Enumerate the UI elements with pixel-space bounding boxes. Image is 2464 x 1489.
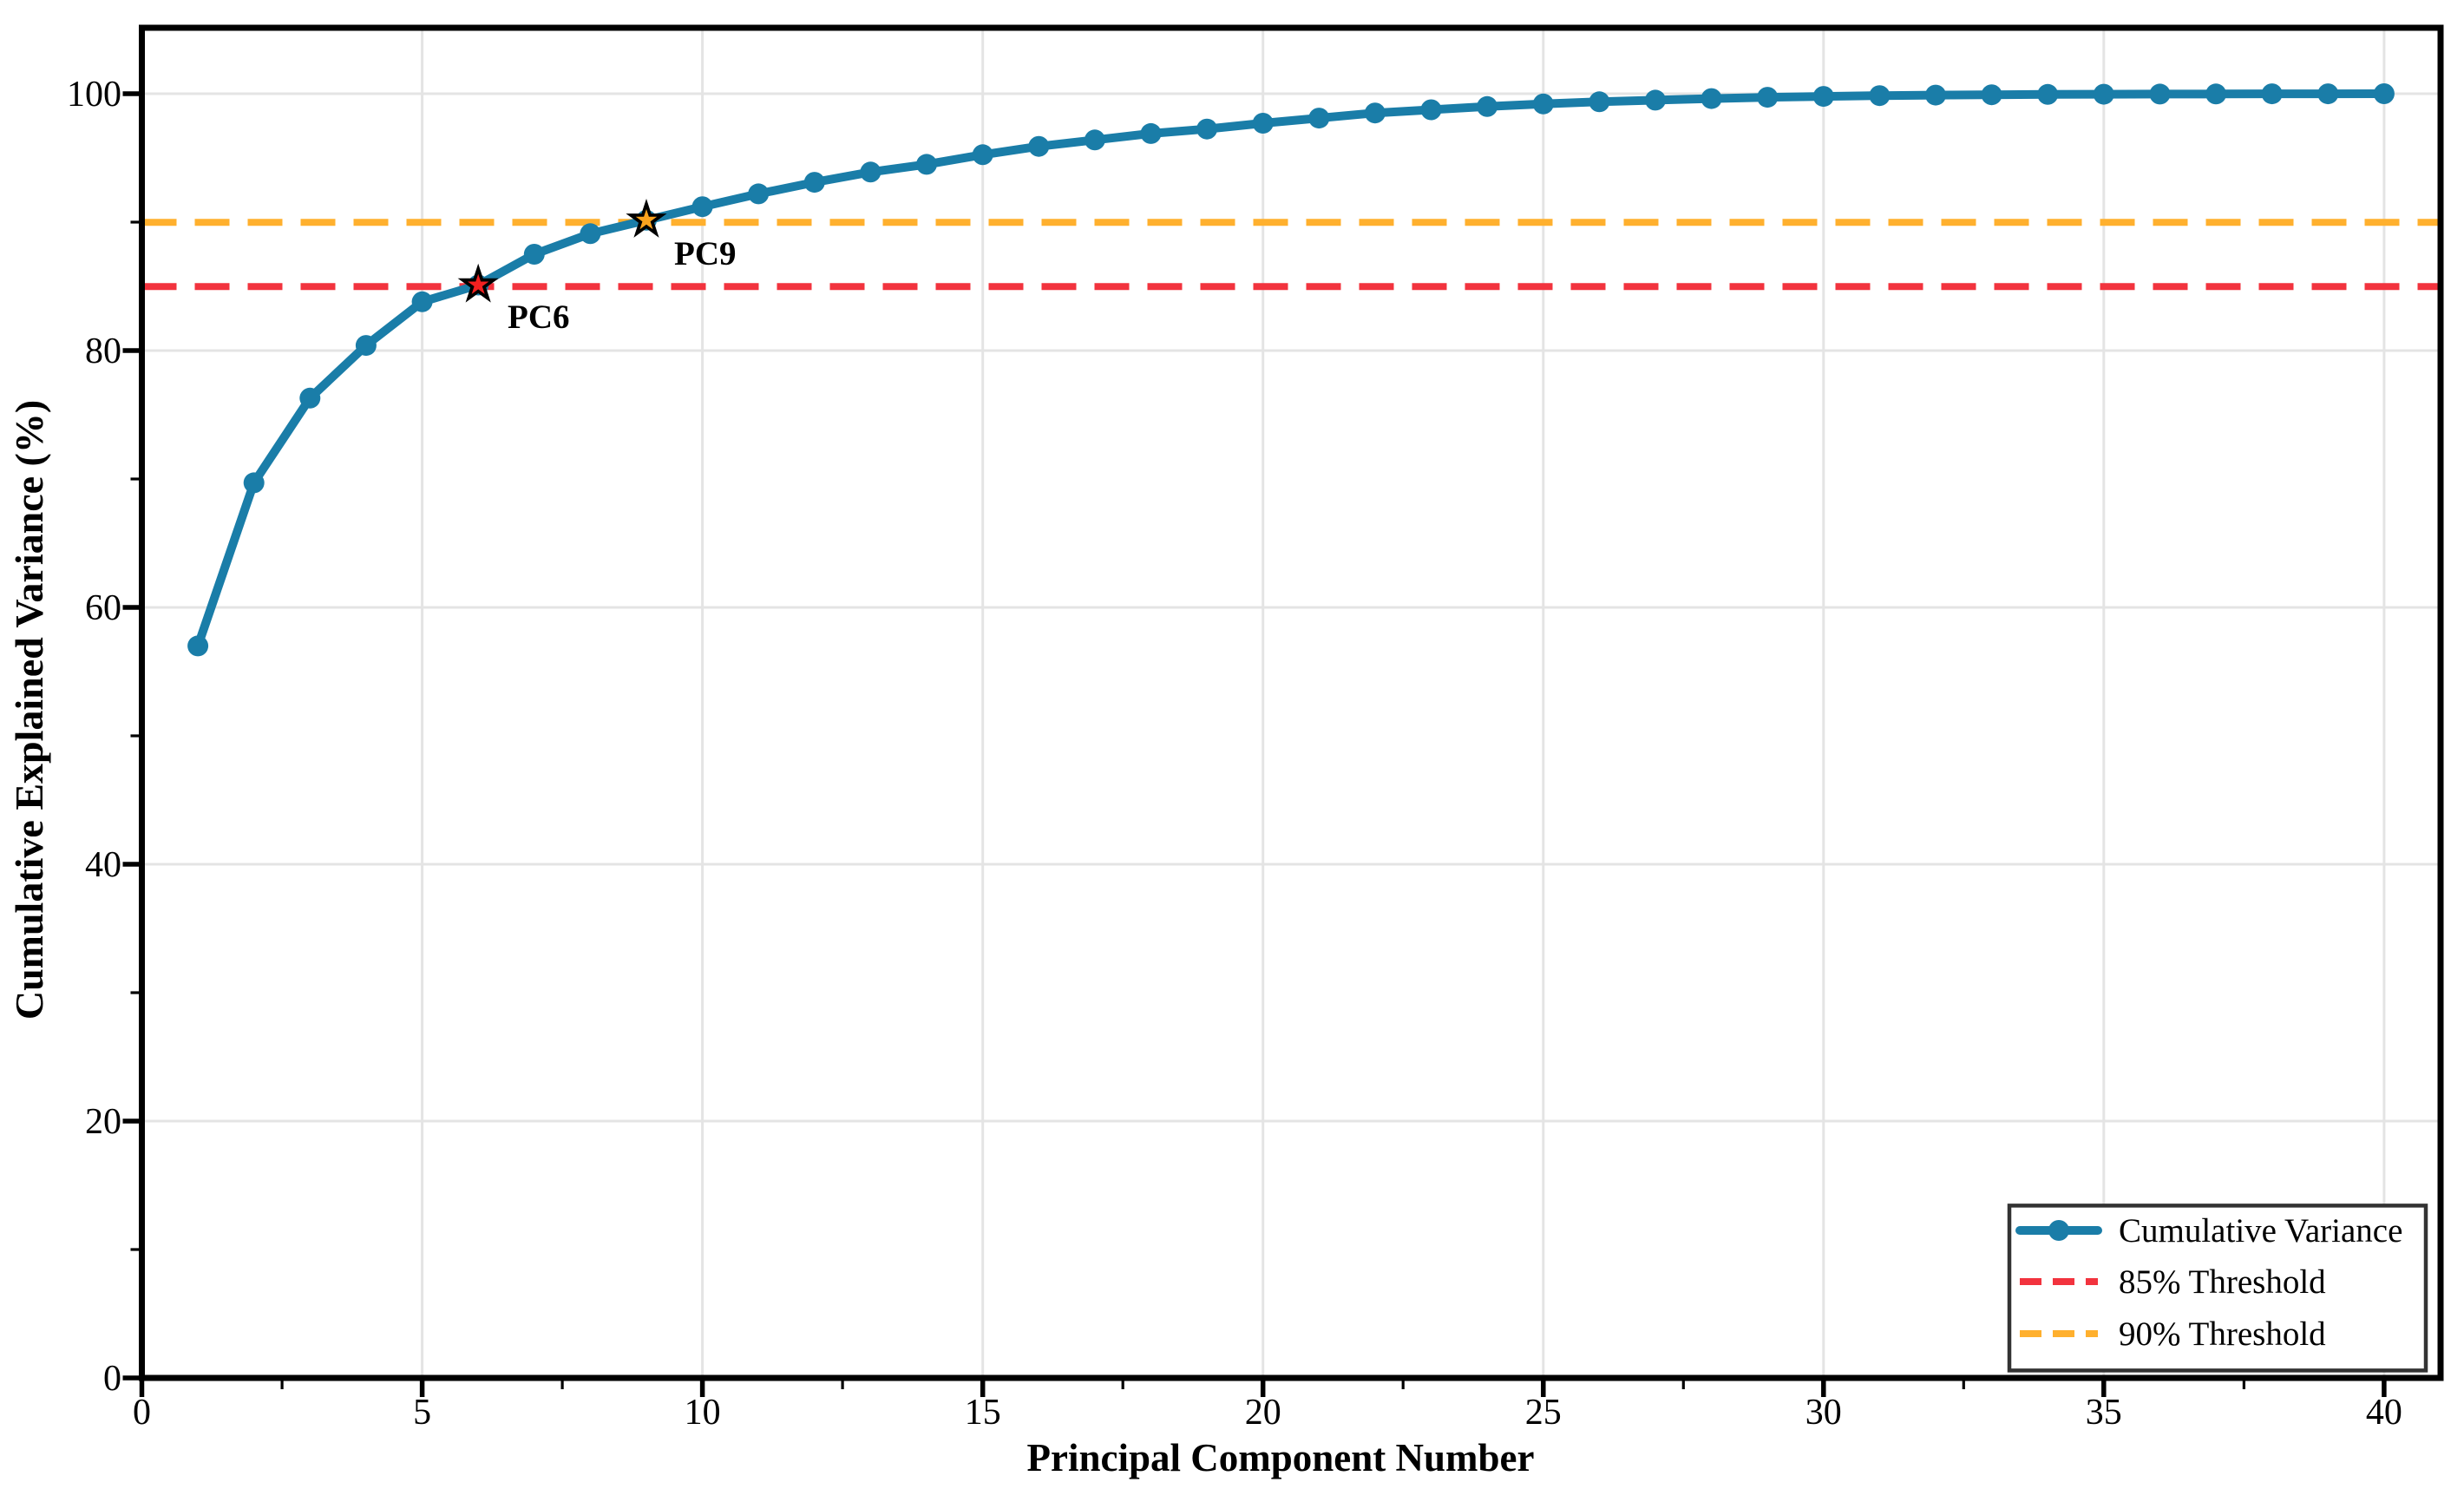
svg-text:40: 40 xyxy=(85,845,121,885)
svg-text:100: 100 xyxy=(67,75,121,115)
svg-text:90% Threshold: 90% Threshold xyxy=(2119,1315,2326,1353)
svg-text:Cumulative Variance: Cumulative Variance xyxy=(2119,1212,2402,1250)
svg-text:20: 20 xyxy=(85,1102,121,1142)
svg-text:20: 20 xyxy=(1245,1393,1281,1433)
svg-text:Principal Component Number: Principal Component Number xyxy=(1027,1436,1535,1479)
svg-text:15: 15 xyxy=(965,1393,1001,1433)
svg-text:0: 0 xyxy=(133,1393,151,1433)
svg-text:30: 30 xyxy=(1805,1393,1842,1433)
svg-text:0: 0 xyxy=(103,1359,121,1399)
svg-text:80: 80 xyxy=(85,331,121,371)
svg-text:10: 10 xyxy=(685,1393,721,1433)
svg-text:Cumulative Explained Variance: Cumulative Explained Variance (%) xyxy=(7,400,51,1020)
svg-text:60: 60 xyxy=(85,588,121,628)
svg-text:35: 35 xyxy=(2086,1393,2122,1433)
svg-text:PC9: PC9 xyxy=(674,235,737,272)
svg-text:5: 5 xyxy=(413,1393,431,1433)
svg-text:85% Threshold: 85% Threshold xyxy=(2119,1263,2326,1301)
svg-text:PC6: PC6 xyxy=(508,298,570,336)
svg-text:25: 25 xyxy=(1525,1393,1562,1433)
svg-text:40: 40 xyxy=(2366,1393,2402,1433)
